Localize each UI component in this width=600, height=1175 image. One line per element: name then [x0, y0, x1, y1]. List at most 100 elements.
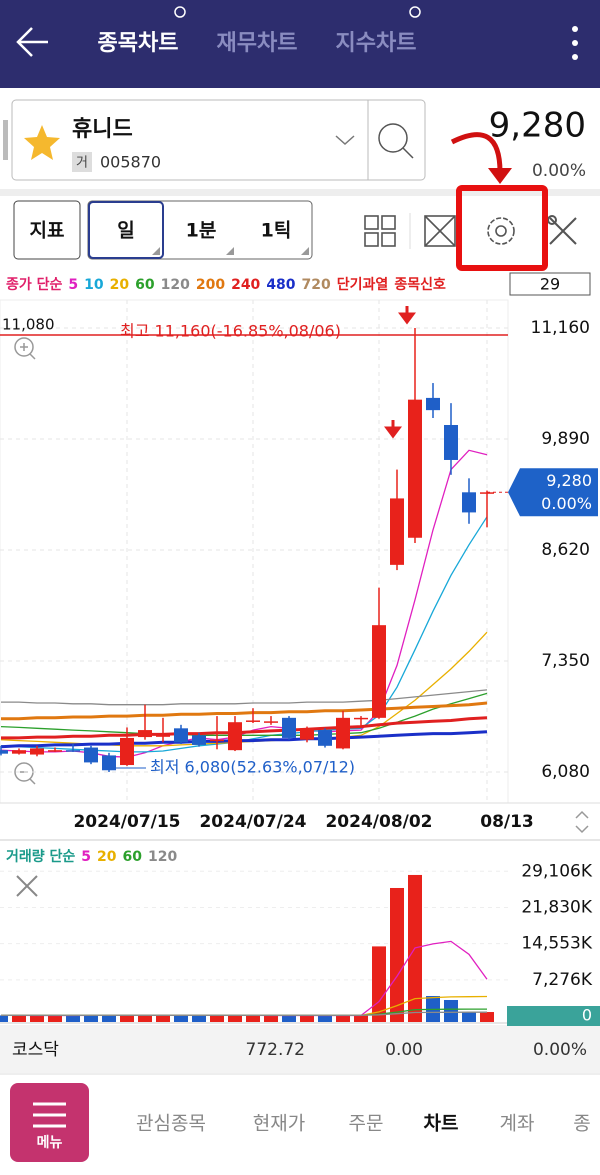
back-button[interactable] [16, 27, 48, 57]
x-tick-label: 2024/08/02 [325, 812, 432, 832]
nav-tab[interactable]: 주문 [349, 1113, 384, 1135]
highlight-box [456, 185, 548, 271]
volume-bar [192, 1015, 206, 1022]
legend-item: 120 [161, 277, 190, 293]
candle-body [12, 750, 26, 754]
volume-bar [372, 946, 386, 1022]
tab[interactable]: 재무차트 [217, 31, 298, 56]
favorite-star[interactable] [24, 125, 60, 160]
candle-body [246, 720, 260, 722]
reference-label: 11,080 [2, 315, 55, 333]
tab[interactable]: 종목차트 [98, 31, 179, 56]
market-name: 코스닥 [12, 1040, 59, 1060]
menu-button[interactable] [10, 1083, 89, 1162]
market-change: 0.00 [385, 1040, 423, 1060]
market-row [0, 1025, 600, 1073]
nav-tab[interactable]: 관심종목 [136, 1113, 206, 1135]
candle-body [156, 735, 170, 737]
period[interactable]: 1틱 [261, 220, 292, 242]
x-tick-label: 2024/07/15 [73, 812, 180, 832]
legend-item: 60 [123, 849, 143, 865]
layout-button[interactable] [364, 215, 396, 247]
tools-button[interactable] [547, 215, 577, 245]
expand-button[interactable] [424, 215, 456, 247]
legend-item: 20 [97, 849, 117, 865]
volume-bar [138, 1015, 152, 1022]
last-price-tag [508, 468, 598, 517]
count: 29 [540, 275, 560, 294]
volume-bar [336, 1015, 350, 1022]
candle-body [30, 748, 44, 755]
y-tick-label: 29,106K [521, 861, 592, 881]
candle-body [372, 625, 386, 718]
period[interactable]: 1분 [186, 220, 217, 242]
indicator-button[interactable] [13, 200, 81, 260]
volume-bar [444, 999, 458, 1022]
candle-body [354, 717, 368, 720]
legend-item: 120 [148, 849, 177, 865]
stock-name: 휴니드 [72, 117, 133, 142]
market-tag-box [72, 152, 92, 172]
more-menu[interactable] [572, 26, 578, 60]
tab[interactable]: 지수차트 [336, 31, 417, 56]
signal-arrow [398, 306, 416, 325]
y-tick-label: 21,830K [521, 897, 592, 917]
volume-bar [264, 1015, 278, 1022]
last-price-change: 0.00% [541, 494, 592, 513]
volume-bar [228, 1015, 242, 1022]
candle-body [264, 721, 278, 723]
volume-bar [48, 1015, 62, 1022]
volume-bar [390, 887, 404, 1022]
y-tick-label: 9,890 [541, 429, 590, 449]
candle-body [138, 730, 152, 738]
nav-tab[interactable]: 차트 [424, 1113, 459, 1135]
legend-item: 거래량 단순 [6, 848, 75, 865]
volume-bar [300, 1015, 314, 1022]
ma-line [1, 689, 488, 706]
search-button[interactable] [378, 123, 414, 159]
period-active[interactable] [88, 201, 164, 259]
volume-bar [246, 1015, 260, 1022]
market-tag: 거 [76, 156, 88, 171]
volume-bar [120, 1015, 134, 1022]
nav-tab[interactable]: 현재가 [253, 1113, 305, 1135]
y-tick-label: 7,350 [541, 651, 590, 671]
zoom-in[interactable] [14, 337, 36, 360]
zero-box [507, 1006, 600, 1026]
scroll-icon[interactable] [575, 810, 589, 834]
zoom-out[interactable] [14, 762, 36, 785]
y-tick-label: 6,080 [541, 762, 590, 782]
x-tick-label: 2024/07/24 [199, 812, 306, 832]
market-index: 772.72 [246, 1040, 305, 1060]
candle-body [426, 397, 440, 411]
settings-button[interactable] [487, 217, 515, 245]
candle-body [390, 498, 404, 565]
volume-bar [462, 1012, 476, 1022]
price-change: 0.00% [532, 161, 586, 181]
period-arrows [152, 247, 309, 255]
candle-body [48, 750, 62, 752]
legend-item: 480 [266, 277, 295, 293]
legend-item: 10 [84, 277, 104, 293]
menu-label: 메뉴 [37, 1135, 63, 1151]
count-box [509, 272, 591, 296]
legend-item: 200 [196, 277, 225, 293]
stock-box[interactable] [11, 99, 426, 181]
nav-tab[interactable]: 종 [573, 1113, 590, 1135]
separator [0, 189, 600, 196]
close-volume[interactable] [16, 875, 38, 897]
candle-body [210, 739, 224, 742]
price: 9,280 [489, 106, 586, 146]
volume-ma-line [1, 1011, 487, 1016]
volume-bar [156, 1015, 170, 1022]
dropdown[interactable] [335, 135, 355, 146]
volume-bar [0, 1015, 8, 1022]
nav-tab[interactable]: 계좌 [500, 1113, 535, 1135]
volume-bar [84, 1015, 98, 1022]
market-change-pct: 0.00% [533, 1040, 587, 1060]
period[interactable]: 일 [117, 220, 134, 242]
tab-icon [174, 6, 186, 18]
low-note: 최저 6,080(52.63%,07/12) [150, 758, 355, 777]
candle-body [444, 425, 458, 460]
y-tick-label: 7,276K [532, 970, 593, 990]
